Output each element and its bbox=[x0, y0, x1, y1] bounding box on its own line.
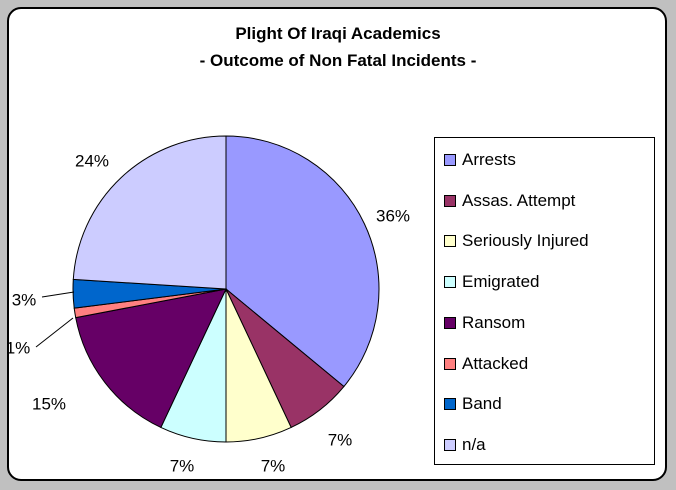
legend-item: Attacked bbox=[444, 353, 528, 375]
legend-label: Ransom bbox=[462, 312, 526, 332]
legend-label: Seriously Injured bbox=[462, 231, 589, 251]
legend-label: Assas. Attempt bbox=[462, 190, 576, 210]
legend-item: Assas. Attempt bbox=[444, 190, 575, 212]
legend-swatch bbox=[444, 154, 456, 166]
legend-item: Ransom bbox=[444, 312, 525, 334]
legend-label: Emigrated bbox=[462, 272, 540, 292]
legend-swatch bbox=[444, 235, 456, 248]
legend-swatch bbox=[444, 438, 456, 451]
legend-swatch bbox=[444, 357, 456, 370]
data-label: 24% bbox=[75, 151, 109, 170]
chart-title-line-1: Plight Of Iraqi Academics bbox=[235, 24, 441, 43]
leader-line bbox=[35, 317, 74, 348]
data-label: 36% bbox=[376, 206, 410, 225]
legend-label: Attacked bbox=[462, 353, 529, 373]
legend-swatch bbox=[444, 316, 456, 329]
legend-item: Emigrated bbox=[444, 271, 539, 293]
legend-item: n/a bbox=[444, 434, 486, 456]
legend-item: Band bbox=[444, 393, 502, 415]
pie-slice-ransom bbox=[75, 288, 227, 429]
data-label: 7% bbox=[328, 430, 353, 449]
data-label: 7% bbox=[261, 456, 286, 475]
legend-label: Band bbox=[462, 394, 502, 414]
data-label: 15% bbox=[32, 394, 66, 413]
legend-swatch bbox=[444, 276, 456, 289]
data-label: 7% bbox=[170, 456, 195, 475]
legend-swatch bbox=[444, 398, 456, 411]
legend: Arrests Assas. Attempt Seriously Injured Em… bbox=[434, 137, 655, 465]
chart-title: Plight Of Iraqi Academics - Outcome of N… bbox=[0, 20, 676, 74]
data-label: 1% bbox=[6, 338, 31, 357]
legend-label: n/a bbox=[462, 434, 486, 454]
legend-swatch bbox=[444, 194, 456, 207]
pie-slice-arrests bbox=[225, 135, 380, 388]
chart-title-line-2: - Outcome of Non Fatal Incidents - bbox=[199, 51, 477, 70]
legend-label: Arrests bbox=[462, 150, 516, 169]
pie-slice-n-a bbox=[72, 135, 227, 290]
legend-item: Arrests bbox=[444, 149, 516, 171]
data-label: 3% bbox=[12, 290, 37, 309]
legend-item: Seriously Injured bbox=[444, 230, 589, 252]
leader-line bbox=[41, 291, 75, 298]
